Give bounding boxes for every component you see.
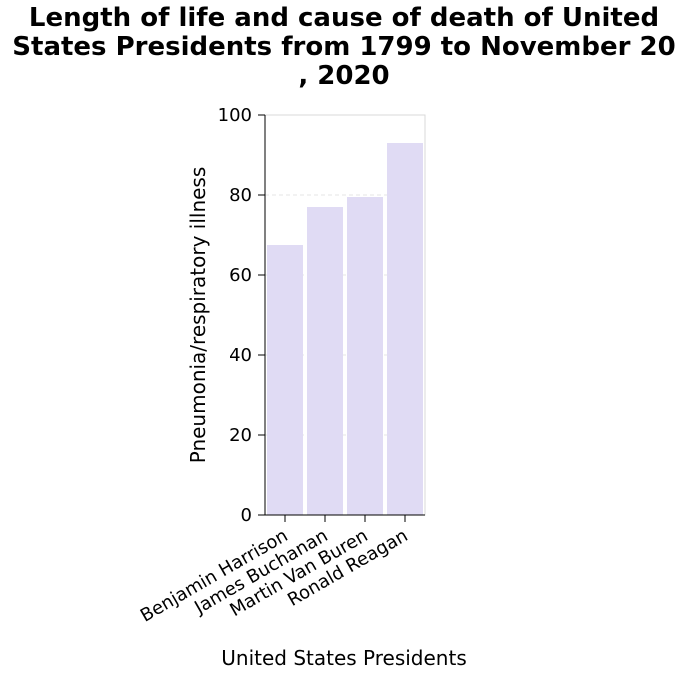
bar-3	[387, 143, 423, 515]
y-axis-label: Pneumonia/respiratory illness	[186, 167, 210, 464]
y-tick-label-0: 0	[241, 505, 252, 526]
axes	[264, 114, 426, 516]
y-tick-label-80: 80	[229, 185, 252, 206]
bar-2	[347, 197, 383, 515]
y-tick-label-20: 20	[229, 425, 252, 446]
y-tick-label-40: 40	[229, 345, 252, 366]
x-axis-label: United States Presidents	[221, 646, 467, 670]
chart-title: Length of life and cause of death of Uni…	[0, 4, 688, 91]
chart-title-line-3: , 2020	[298, 61, 390, 91]
chart-title-line-2: States Presidents from 1799 to November …	[12, 32, 676, 62]
y-tick-label-60: 60	[229, 265, 252, 286]
chart-title-line-1: Length of life and cause of death of Uni…	[28, 3, 660, 33]
bar-0	[267, 245, 303, 515]
y-ticks: 0 20 40 60 80 100	[218, 105, 265, 526]
y-tick-label-100: 100	[218, 105, 252, 126]
bars	[267, 143, 423, 515]
bar-1	[307, 207, 343, 515]
